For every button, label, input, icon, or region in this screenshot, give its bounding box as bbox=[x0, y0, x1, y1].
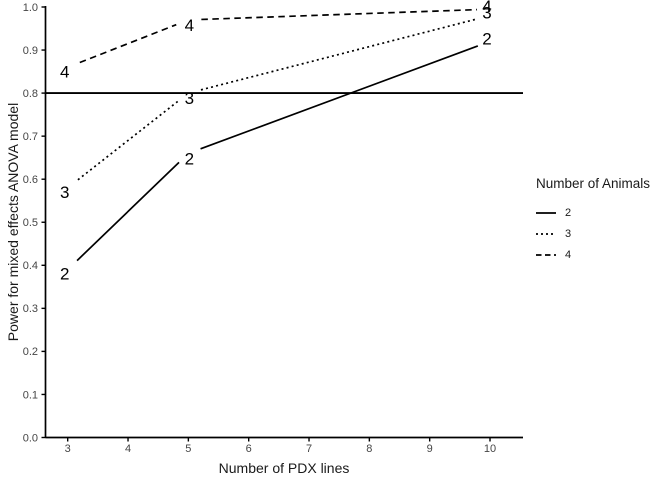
series-line-3 bbox=[77, 100, 179, 181]
x-tick-label: 6 bbox=[246, 443, 252, 455]
legend-item: 2 bbox=[536, 202, 650, 223]
legend-title: Number of Animals bbox=[536, 176, 651, 191]
series-point-label: 3 bbox=[482, 4, 491, 23]
solid-line-key-icon bbox=[536, 211, 556, 214]
series-line-4 bbox=[201, 8, 478, 21]
x-tick-label: 3 bbox=[65, 443, 71, 455]
series-point-label: 3 bbox=[185, 89, 194, 108]
x-tick-label: 4 bbox=[125, 443, 131, 455]
y-tick-label: 1.0 bbox=[23, 2, 38, 14]
x-tick-label: 10 bbox=[484, 443, 496, 455]
series-point-label: 2 bbox=[482, 29, 491, 48]
series-point-label: 3 bbox=[60, 183, 69, 202]
y-tick-label: 0.4 bbox=[23, 260, 38, 272]
y-tick-label: 0.8 bbox=[23, 88, 38, 100]
legend-label: 4 bbox=[565, 248, 572, 261]
legend-label: 2 bbox=[565, 206, 572, 219]
series-point-label: 4 bbox=[60, 62, 69, 81]
series-line-2 bbox=[76, 161, 180, 262]
series-point-label: 2 bbox=[185, 149, 194, 168]
y-axis-title: Power for mixed effects ANOVA model bbox=[5, 102, 21, 342]
x-tick-label: 8 bbox=[366, 443, 372, 455]
y-tick-label: 0.5 bbox=[23, 217, 38, 229]
x-tick-label: 5 bbox=[185, 443, 191, 455]
series-line-4 bbox=[79, 23, 177, 64]
dotted-line-key-icon bbox=[536, 232, 556, 235]
dashed-line-key-icon bbox=[536, 253, 556, 256]
series-point-label: 4 bbox=[185, 16, 194, 35]
y-tick-label: 0.2 bbox=[23, 346, 38, 358]
y-tick-label: 0.6 bbox=[23, 174, 38, 186]
x-axis-title: Number of PDX lines bbox=[218, 460, 350, 476]
x-tick-label: 7 bbox=[306, 443, 312, 455]
series-point-label: 2 bbox=[60, 265, 69, 284]
legend-item: 3 bbox=[536, 223, 650, 244]
legend-item: 4 bbox=[536, 244, 650, 265]
series-line-2 bbox=[200, 45, 479, 150]
x-tick-label: 9 bbox=[427, 443, 433, 455]
y-tick-label: 0.3 bbox=[23, 303, 38, 315]
y-tick-label: 0.7 bbox=[23, 131, 38, 143]
y-tick-label: 0.0 bbox=[23, 432, 38, 444]
series-line-3 bbox=[200, 18, 478, 91]
y-tick-label: 0.1 bbox=[23, 389, 38, 401]
legend-label: 3 bbox=[565, 227, 572, 240]
legend: Number of Animals 2 3 4 bbox=[536, 176, 650, 265]
series-point-label: 4 bbox=[482, 0, 491, 16]
y-tick-label: 0.9 bbox=[23, 45, 38, 57]
